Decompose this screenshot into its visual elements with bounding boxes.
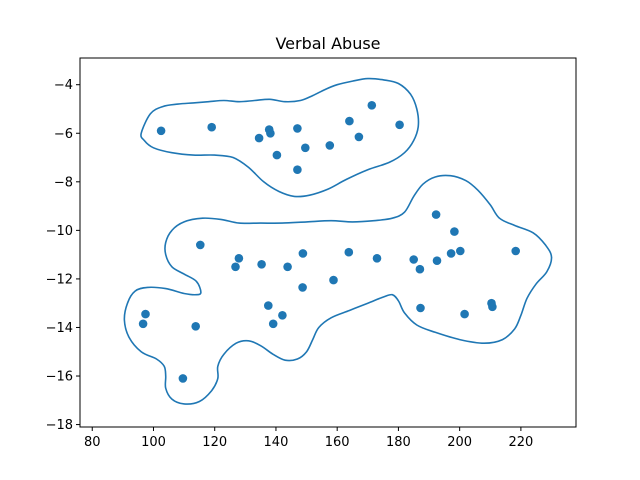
data-point [415, 264, 425, 274]
x-tick-label: 180 [386, 435, 411, 450]
data-point [264, 301, 273, 310]
data-point [298, 283, 307, 292]
data-point [329, 275, 338, 285]
data-point [325, 141, 335, 150]
data-point [488, 302, 497, 312]
data-point [301, 143, 310, 153]
data-point [456, 246, 465, 256]
y-tick-label: −10 [46, 224, 73, 239]
data-point [272, 150, 282, 160]
y-tick-label: −4 [54, 78, 73, 93]
data-point [460, 309, 469, 319]
density-contours [123, 77, 553, 405]
x-tick-label: 100 [141, 435, 166, 450]
data-point [511, 246, 520, 256]
data-point [254, 133, 264, 143]
data-point [231, 262, 240, 272]
y-tick-label: −6 [54, 127, 73, 142]
plot-frame [79, 57, 577, 428]
x-tick-label: 200 [447, 435, 472, 450]
data-point [178, 374, 188, 383]
data-point [234, 253, 244, 263]
chart-title: Verbal Abuse [275, 34, 380, 53]
data-point [298, 249, 308, 258]
x-tick-label: 120 [202, 435, 227, 450]
data-point [416, 303, 425, 313]
data-point [432, 256, 442, 266]
data-point [450, 227, 459, 236]
data-point [431, 210, 441, 219]
data-point [138, 319, 148, 329]
data-points [138, 101, 520, 383]
data-point [293, 124, 302, 133]
data-point [141, 309, 150, 319]
data-point [345, 116, 354, 126]
y-tick-label: −8 [54, 175, 73, 190]
y-tick-label: −12 [46, 272, 73, 287]
data-point [207, 122, 216, 132]
data-point [268, 319, 278, 329]
data-point [372, 253, 382, 263]
data-point [191, 322, 200, 331]
contour-2 [123, 174, 553, 405]
data-point [266, 129, 275, 138]
data-point [257, 260, 266, 269]
data-point [156, 126, 166, 136]
data-point [354, 132, 364, 142]
data-point [446, 249, 456, 258]
data-point [278, 311, 287, 320]
x-axis-ticks: 80 100 120 140 160 180 200 220 [84, 427, 533, 450]
data-point [409, 255, 419, 264]
x-tick-label: 140 [264, 435, 289, 450]
x-tick-label: 220 [508, 435, 533, 450]
data-point [293, 165, 302, 174]
data-point [395, 120, 404, 130]
data-point [196, 240, 205, 250]
data-point [283, 262, 292, 272]
data-point [367, 101, 377, 110]
contour-1 [140, 77, 420, 198]
data-point [344, 247, 354, 257]
x-tick-label: 80 [84, 435, 101, 450]
y-tick-label: −16 [46, 370, 73, 385]
y-tick-label: −18 [46, 418, 73, 433]
y-axis-ticks: −4 −6 −8 −10 −12 −14 −16 −18 [46, 78, 80, 433]
y-tick-label: −14 [46, 321, 73, 336]
x-tick-label: 160 [325, 435, 350, 450]
